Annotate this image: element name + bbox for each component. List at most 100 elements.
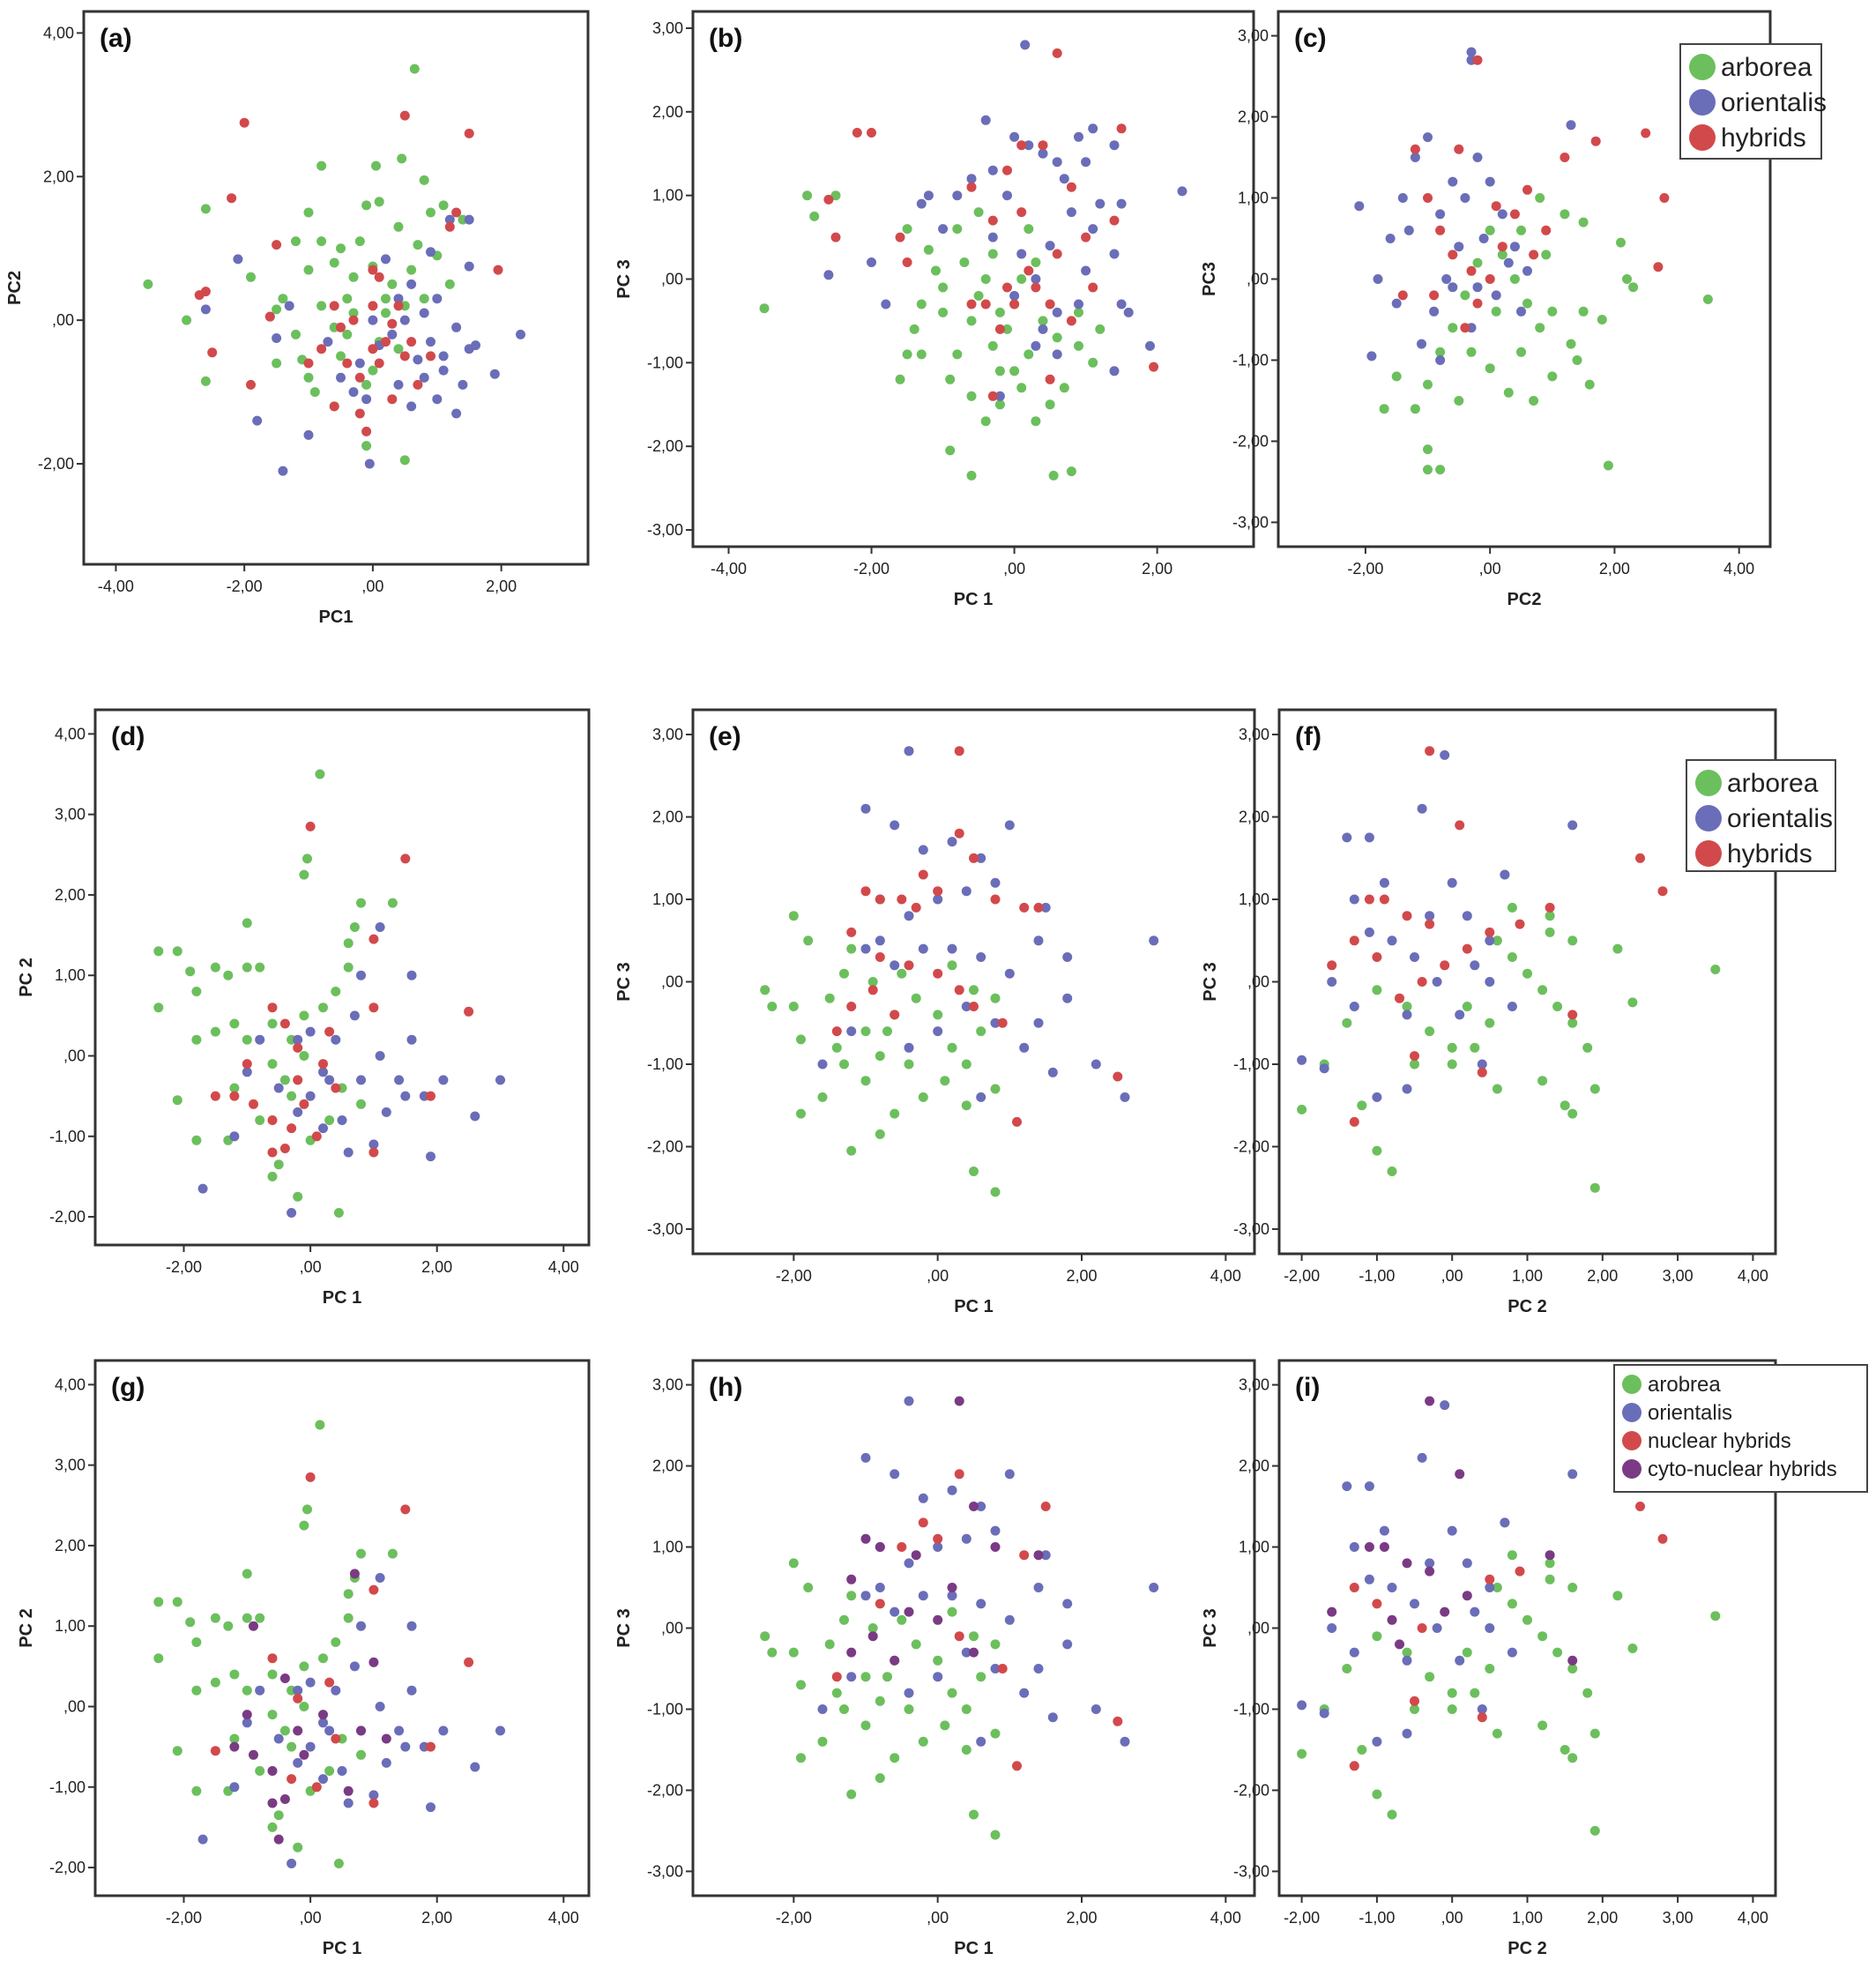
data-point	[1297, 1104, 1307, 1114]
data-point	[336, 351, 346, 362]
y-tick-label: ,00	[1247, 1620, 1269, 1637]
legend-marker	[1695, 805, 1722, 831]
series-hybrids	[1327, 746, 1668, 1127]
data-point	[1462, 911, 1472, 921]
data-point	[1123, 307, 1134, 317]
panel-e: -2,00 ,00 2,00 4,00 -3,00 -2,00 -1,00 ,00 1,00 2,…	[614, 708, 1256, 1316]
data-point	[1589, 1728, 1600, 1739]
data-point	[1429, 290, 1440, 301]
data-point	[210, 1613, 220, 1623]
data-point	[1372, 952, 1382, 962]
y-tick-label: 1,00	[55, 1617, 86, 1635]
x-axis-label: PC 1	[323, 1288, 361, 1308]
panel-d: -2,00 ,00 2,00 4,00 -2,00 -1,00 ,00 1,00 2,00 3,0…	[17, 708, 591, 1308]
data-point	[1566, 339, 1576, 349]
data-point	[324, 1677, 335, 1688]
data-point	[933, 1672, 943, 1682]
data-point	[287, 1774, 297, 1785]
data-point	[333, 1859, 344, 1868]
panel-b: -4,00 -2,00 ,00 2,00 -3,00 -2,00 -1,00 ,00 1,00 2…	[614, 10, 1255, 609]
data-point	[287, 1123, 297, 1134]
data-point	[438, 365, 449, 376]
data-point	[1379, 1525, 1389, 1536]
data-point	[875, 1129, 885, 1139]
y-tick-label: 2,00	[55, 1537, 86, 1554]
data-point	[1545, 1558, 1555, 1569]
data-point	[318, 1710, 328, 1720]
data-point	[1364, 1542, 1374, 1552]
data-point	[349, 1010, 360, 1021]
data-point	[489, 369, 500, 379]
data-point	[172, 946, 182, 957]
data-point	[267, 1003, 278, 1013]
data-point	[890, 960, 900, 971]
data-point	[947, 1606, 957, 1617]
data-point	[916, 299, 927, 309]
data-point	[1066, 182, 1076, 192]
data-point	[1541, 225, 1552, 235]
data-point	[796, 1680, 806, 1690]
x-axis-label: PC 1	[954, 590, 993, 609]
data-point	[1425, 1566, 1435, 1577]
data-point	[1081, 157, 1091, 168]
data-point	[419, 294, 429, 304]
data-point	[980, 115, 991, 125]
x-tick-label: -2,00	[227, 578, 263, 595]
data-point	[1373, 274, 1383, 284]
data-point	[1616, 237, 1626, 248]
data-point	[945, 445, 956, 456]
data-point	[1485, 363, 1495, 374]
data-point	[1541, 250, 1552, 260]
data-point	[1641, 128, 1651, 138]
data-point	[210, 1677, 220, 1688]
data-point	[1349, 1116, 1359, 1127]
data-point	[329, 401, 339, 412]
data-point	[1425, 746, 1435, 757]
data-point	[200, 304, 211, 315]
data-point	[406, 401, 417, 412]
data-point	[1491, 306, 1501, 317]
x-tick-label: 4,00	[1210, 1909, 1241, 1927]
data-point	[464, 214, 474, 225]
y-axis-label: PC 3	[1201, 1608, 1220, 1647]
data-point	[1435, 465, 1446, 475]
data-point	[1492, 1583, 1502, 1592]
data-point	[153, 1653, 164, 1664]
series-arborea	[1379, 193, 1713, 475]
data-point	[1364, 832, 1374, 843]
data-point	[267, 1766, 278, 1776]
data-point	[1470, 1688, 1480, 1698]
data-point	[1113, 1716, 1123, 1726]
panel-g: -2,00 ,00 2,00 4,00 -2,00 -1,00 ,00 1,00 2,00 3,0…	[17, 1359, 591, 1958]
data-point	[1357, 1745, 1367, 1755]
data-point	[994, 366, 1005, 376]
legend-marker	[1689, 54, 1716, 80]
data-point	[1567, 1655, 1578, 1666]
data-point	[343, 1613, 354, 1623]
data-point	[895, 232, 905, 242]
data-point	[375, 922, 385, 932]
series-nuclear-hybrids	[831, 1469, 1123, 1771]
data-point	[994, 391, 1005, 401]
data-point	[846, 1026, 857, 1037]
data-point	[966, 299, 977, 309]
data-point	[1116, 198, 1127, 209]
data-point	[242, 1067, 252, 1077]
data-point	[947, 837, 957, 847]
data-point	[438, 200, 449, 211]
data-point	[267, 1822, 278, 1832]
data-point	[961, 1533, 972, 1544]
data-point	[1327, 977, 1337, 987]
data-point	[381, 294, 391, 304]
data-point	[1024, 265, 1034, 276]
data-point	[210, 962, 220, 973]
x-tick-label: -1,00	[1359, 1909, 1395, 1927]
data-point	[315, 1420, 325, 1430]
data-point	[1038, 324, 1048, 334]
plot-frame	[93, 708, 591, 1247]
data-point	[324, 1026, 335, 1037]
data-point	[1507, 902, 1517, 913]
data-point	[1116, 123, 1127, 134]
x-axis-label: PC1	[319, 608, 354, 627]
series-hybrids	[210, 821, 474, 1158]
